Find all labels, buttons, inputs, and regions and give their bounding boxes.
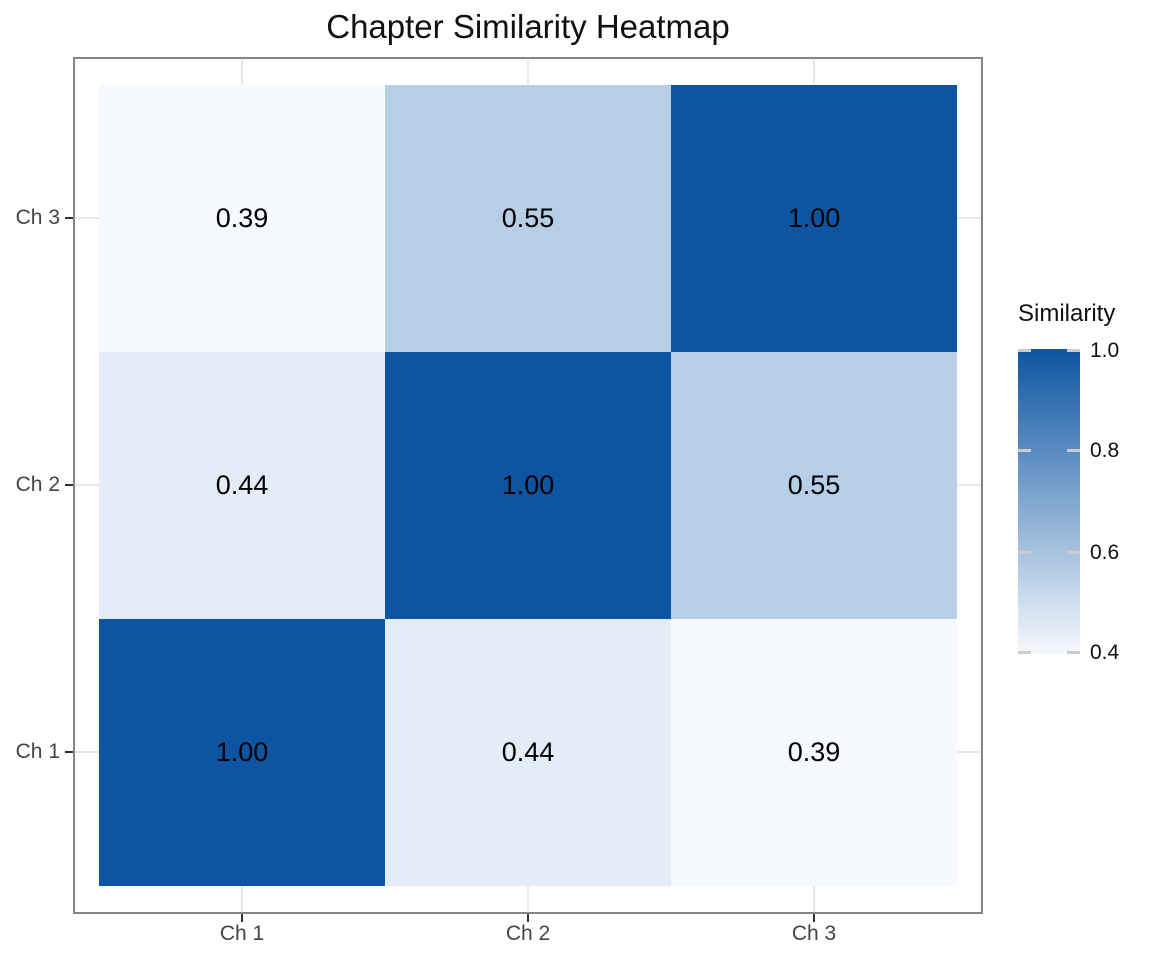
cell-value-label: 0.55: [501, 203, 555, 233]
colorbar-tickmark: [1067, 449, 1080, 452]
heatmap-cell-ch2-ch2: 1.00: [385, 352, 671, 619]
colorbar-tickmark: [1018, 551, 1031, 554]
legend-tick-label-0.8: 0.8: [1090, 439, 1120, 462]
cell-value-label: 1.00: [501, 470, 555, 500]
heatmap-cell-ch3-ch1: 0.39: [99, 85, 385, 352]
legend-tick-label-0.6: 0.6: [1090, 541, 1120, 564]
colorbar-tickmark: [1067, 651, 1080, 654]
legend-tick-label-1.0: 1.0: [1090, 339, 1120, 362]
y-axis-label-ch2: Ch 2: [15, 473, 60, 496]
x-tick-ch2: [527, 914, 529, 922]
colorbar-tickmark: [1018, 449, 1031, 452]
x-tick-ch3: [813, 914, 815, 922]
colorbar-tickmark: [1067, 551, 1080, 554]
y-tick-ch3: [65, 217, 73, 219]
x-axis-label-ch2: Ch 2: [505, 922, 551, 945]
y-tick-ch1: [65, 751, 73, 753]
plot-panel: 0.39 0.55 1.00 0.44 1.00 0.55 1.00 0.44 …: [73, 57, 983, 914]
heatmap-cell-ch1-ch1: 1.00: [99, 619, 385, 886]
cell-value-label: 1.00: [215, 737, 269, 767]
y-axis-label-ch1: Ch 1: [15, 740, 60, 763]
legend-tick-label-0.4: 0.4: [1090, 641, 1120, 664]
heatmap-tiles: 0.39 0.55 1.00 0.44 1.00 0.55 1.00 0.44 …: [99, 85, 957, 886]
heatmap-cell-ch1-ch3: 0.39: [671, 619, 957, 886]
x-axis-label-ch1: Ch 1: [219, 922, 265, 945]
legend-title: Similarity: [1018, 300, 1116, 327]
heatmap-cell-ch2-ch1: 0.44: [99, 352, 385, 619]
cell-value-label: 0.39: [215, 203, 269, 233]
heatmap-cell-ch2-ch3: 0.55: [671, 352, 957, 619]
legend-colorbar: [1018, 349, 1080, 654]
heatmap-cell-ch1-ch2: 0.44: [385, 619, 671, 886]
heatmap-cell-ch3-ch3: 1.00: [671, 85, 957, 352]
cell-value-label: 0.39: [787, 737, 841, 767]
chart-title: Chapter Similarity Heatmap: [326, 8, 730, 45]
heatmap-cell-ch3-ch2: 0.55: [385, 85, 671, 352]
x-axis-label-ch3: Ch 3: [791, 922, 837, 945]
y-tick-ch2: [65, 484, 73, 486]
cell-value-label: 0.55: [787, 470, 841, 500]
x-tick-ch1: [241, 914, 243, 922]
cell-value-label: 0.44: [215, 470, 269, 500]
colorbar-tickmark: [1018, 349, 1031, 352]
y-axis-label-ch3: Ch 3: [15, 206, 60, 229]
colorbar-tickmark: [1067, 349, 1080, 352]
colorbar-tickmark: [1018, 651, 1031, 654]
cell-value-label: 0.44: [501, 737, 555, 767]
cell-value-label: 1.00: [787, 203, 841, 233]
